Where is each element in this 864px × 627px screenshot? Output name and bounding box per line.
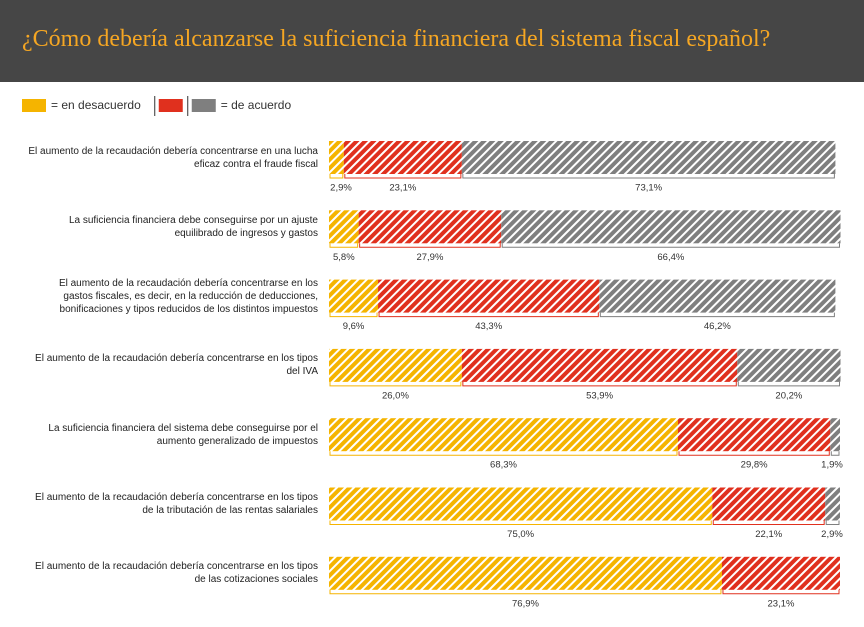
value-label: 2,9%	[821, 529, 843, 540]
segment-bracket	[462, 174, 835, 179]
legend-swatch	[22, 99, 46, 112]
segment-bracket	[378, 312, 599, 318]
value-label: 1,9%	[821, 460, 843, 471]
category-label: El aumento de la recaudación debería con…	[35, 561, 318, 586]
value-label: 5,8%	[333, 252, 355, 263]
segment-bracket	[722, 589, 840, 595]
segment-bracket	[599, 312, 835, 318]
value-label: 75,0%	[507, 529, 534, 540]
bar-segment	[329, 141, 344, 174]
bar-segment	[737, 348, 841, 382]
bar-segment	[358, 210, 502, 244]
value-label: 29,8%	[741, 460, 768, 471]
legend-label: = de acuerdo	[221, 98, 292, 112]
bar-segment	[329, 418, 679, 452]
bar-segment	[678, 418, 831, 452]
bar-segment	[501, 210, 841, 244]
bar-segment	[825, 487, 840, 521]
bar-segment	[329, 279, 379, 313]
value-label: 26,0%	[382, 390, 409, 401]
bar-segment	[329, 556, 722, 590]
segment-bracket	[329, 451, 678, 456]
segment-bracket	[678, 451, 830, 456]
value-label: 73,1%	[635, 183, 662, 194]
value-label: 22,1%	[755, 529, 782, 540]
value-label: 66,4%	[657, 252, 684, 263]
segment-bracket	[329, 243, 359, 248]
category-label: El aumento de la recaudación debería con…	[35, 492, 318, 516]
bar-segment	[830, 418, 840, 452]
category-label: El aumento de la recaudación debería con…	[28, 145, 318, 170]
bar-segment	[599, 279, 836, 313]
segment-bracket	[462, 381, 737, 387]
bar-segment	[343, 141, 462, 174]
legend-swatch	[158, 99, 183, 112]
category-label: El aumento de la recaudación debería con…	[35, 353, 318, 378]
value-label: 68,3%	[490, 460, 517, 471]
value-label: 9,6%	[343, 321, 365, 332]
chart-title: ¿Cómo debería alcanzarse la suficiencia …	[22, 26, 771, 52]
segment-bracket	[329, 520, 712, 525]
category-label: El aumento de la recaudación debería con…	[58, 277, 318, 315]
value-label: 46,2%	[704, 321, 731, 332]
legend-swatch	[191, 99, 216, 112]
bar-segment	[378, 279, 600, 313]
bar-segment	[461, 141, 836, 174]
value-label: 53,9%	[586, 390, 613, 401]
value-label: 43,3%	[475, 321, 502, 332]
bar-segment	[329, 348, 462, 382]
bar-segment	[461, 348, 738, 382]
value-label: 27,9%	[416, 252, 443, 263]
bar-segment	[329, 210, 359, 244]
segment-bracket	[329, 589, 722, 595]
segment-bracket	[825, 520, 840, 525]
segment-bracket	[359, 243, 501, 248]
bar-segment	[712, 487, 826, 521]
header: ¿Cómo debería alcanzarse la suficiencia …	[0, 0, 864, 82]
segment-bracket	[830, 451, 840, 456]
value-label: 23,1%	[768, 598, 795, 609]
segment-bracket	[712, 520, 825, 525]
value-label: 20,2%	[775, 390, 802, 401]
segment-bracket	[737, 381, 841, 387]
bar-segment	[329, 487, 713, 521]
value-label: 76,9%	[512, 598, 539, 609]
value-label: 2,9%	[330, 183, 352, 194]
segment-bracket	[329, 312, 378, 318]
category-label: La suficiencia financiera debe conseguir…	[68, 214, 318, 239]
segment-bracket	[501, 243, 841, 248]
bar-segment	[721, 556, 840, 590]
value-label: 23,1%	[389, 183, 416, 194]
legend-label: = en desacuerdo	[51, 98, 141, 112]
segment-bracket	[344, 174, 462, 179]
segment-bracket	[329, 174, 344, 179]
segment-bracket	[329, 381, 462, 387]
category-label: La suficiencia financiera del sistema de…	[48, 422, 318, 447]
